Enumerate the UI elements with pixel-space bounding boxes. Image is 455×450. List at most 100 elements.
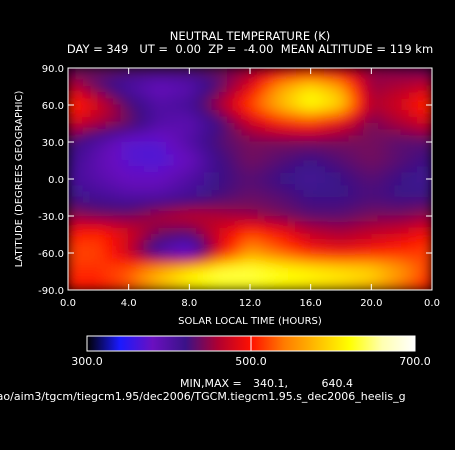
- heatmap-cell: [143, 197, 152, 204]
- heatmap-cell: [341, 253, 350, 260]
- heatmap-cell: [189, 142, 198, 149]
- heatmap-cell: [303, 117, 312, 124]
- heatmap-cell: [219, 92, 228, 99]
- heatmap-cell: [424, 111, 433, 118]
- heatmap-cell: [166, 135, 175, 142]
- heatmap-cell: [295, 197, 304, 204]
- heatmap-cell: [121, 209, 130, 216]
- heatmap-cell: [128, 160, 137, 167]
- heatmap-cell: [416, 92, 425, 99]
- heatmap-cell: [424, 240, 433, 247]
- heatmap-cell: [333, 86, 342, 93]
- heatmap-cell: [136, 246, 145, 253]
- heatmap-cell: [159, 160, 168, 167]
- heatmap-cell: [386, 240, 395, 247]
- heatmap-cell: [280, 123, 289, 130]
- heatmap-cell: [265, 68, 274, 75]
- heatmap-cell: [272, 203, 281, 210]
- heatmap-cell: [333, 228, 342, 235]
- max-value: 640.4: [322, 377, 354, 390]
- heatmap-cell: [75, 234, 84, 241]
- heatmap-cell: [204, 185, 213, 192]
- heatmap-cell: [394, 98, 403, 105]
- heatmap-cell: [212, 129, 221, 136]
- heatmap-cell: [325, 185, 334, 192]
- heatmap-cell: [174, 246, 183, 253]
- heatmap-cell: [234, 203, 243, 210]
- heatmap-cell: [189, 203, 198, 210]
- heatmap-cell: [181, 92, 190, 99]
- heatmap-cell: [295, 240, 304, 247]
- heatmap-cell: [166, 129, 175, 136]
- heatmap-cell: [341, 148, 350, 155]
- heatmap-cell: [386, 117, 395, 124]
- heatmap-cell: [295, 209, 304, 216]
- heatmap-cell: [121, 185, 130, 192]
- heatmap-cell: [113, 80, 122, 87]
- heatmap-cell: [318, 191, 327, 198]
- heatmap-cell: [416, 166, 425, 173]
- heatmap-cell: [181, 86, 190, 93]
- heatmap-cell: [83, 283, 92, 290]
- heatmap-cell: [287, 123, 296, 130]
- heatmap-cell: [401, 283, 410, 290]
- heatmap-cell: [250, 265, 259, 272]
- heatmap-cell: [409, 265, 418, 272]
- heatmap-cell: [98, 154, 107, 161]
- heatmap-cell: [68, 160, 77, 167]
- heatmap-cell: [333, 166, 342, 173]
- heatmap-cell: [416, 80, 425, 87]
- heatmap-cell: [68, 123, 77, 130]
- heatmap-cell: [348, 228, 357, 235]
- heatmap-cell: [401, 246, 410, 253]
- heatmap-cell: [151, 203, 160, 210]
- heatmap-cell: [272, 148, 281, 155]
- heatmap-cell: [98, 68, 107, 75]
- heatmap-cell: [219, 283, 228, 290]
- heatmap-cell: [113, 160, 122, 167]
- heatmap-cell: [303, 265, 312, 272]
- heatmap-cell: [113, 98, 122, 105]
- heatmap-cell: [189, 117, 198, 124]
- heatmap-cell: [242, 172, 251, 179]
- heatmap-cell: [143, 166, 152, 173]
- heatmap-cell: [105, 265, 114, 272]
- heatmap-cell: [310, 216, 319, 223]
- heatmap-cell: [159, 179, 168, 186]
- heatmap-cell: [356, 265, 365, 272]
- heatmap-cell: [75, 129, 84, 136]
- heatmap-cell: [371, 123, 380, 130]
- heatmap-cell: [250, 117, 259, 124]
- heatmap-cell: [310, 259, 319, 266]
- heatmap-cell: [416, 148, 425, 155]
- heatmap-cell: [424, 92, 433, 99]
- heatmap-cell: [310, 185, 319, 192]
- heatmap-cell: [356, 160, 365, 167]
- heatmap-cell: [234, 123, 243, 130]
- heatmap-cell: [295, 68, 304, 75]
- heatmap-cell: [348, 234, 357, 241]
- heatmap-cell: [250, 259, 259, 266]
- heatmap-cell: [151, 172, 160, 179]
- heatmap-cell: [90, 74, 99, 81]
- heatmap-cell: [348, 98, 357, 105]
- heatmap-cell: [196, 123, 205, 130]
- heatmap-cell: [242, 283, 251, 290]
- heatmap-cell: [113, 222, 122, 229]
- heatmap-cell: [280, 283, 289, 290]
- heatmap-cell: [174, 80, 183, 87]
- heatmap-cell: [90, 117, 99, 124]
- heatmap-cell: [378, 105, 387, 112]
- heatmap-cell: [333, 209, 342, 216]
- heatmap-cell: [136, 253, 145, 260]
- heatmap-cell: [424, 203, 433, 210]
- heatmap-cell: [333, 154, 342, 161]
- heatmap-cell: [105, 105, 114, 112]
- heatmap-cell: [219, 117, 228, 124]
- heatmap-cell: [113, 203, 122, 210]
- heatmap-cell: [280, 105, 289, 112]
- heatmap-cell: [128, 240, 137, 247]
- heatmap-cell: [83, 68, 92, 75]
- heatmap-cell: [151, 179, 160, 186]
- heatmap-cell: [325, 209, 334, 216]
